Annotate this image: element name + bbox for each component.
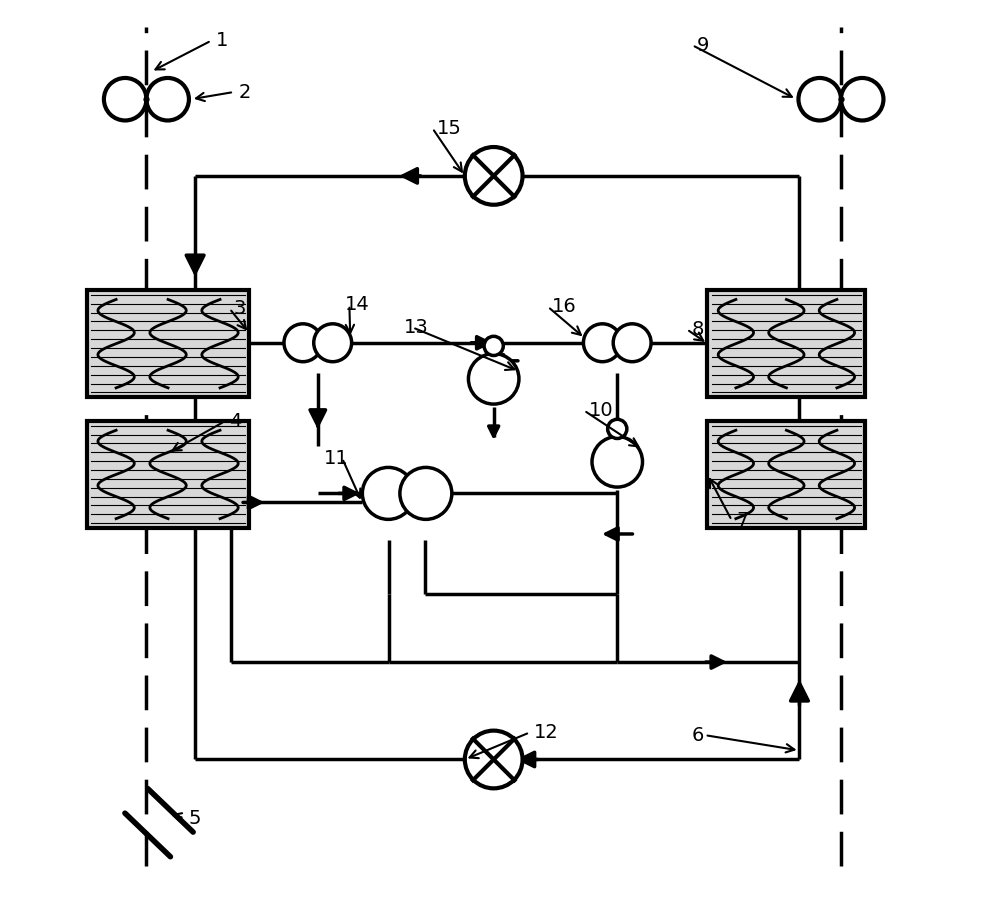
Text: 11: 11 <box>324 448 349 468</box>
Circle shape <box>362 467 414 520</box>
Circle shape <box>608 419 627 438</box>
Text: 4: 4 <box>229 411 242 431</box>
Text: 14: 14 <box>345 295 370 315</box>
Circle shape <box>592 437 643 487</box>
Circle shape <box>583 324 621 362</box>
Bar <box>87 421 249 528</box>
Text: 10: 10 <box>588 400 613 420</box>
Bar <box>87 290 249 397</box>
Circle shape <box>465 147 523 205</box>
Circle shape <box>484 336 503 355</box>
Circle shape <box>314 324 352 362</box>
Text: 8: 8 <box>691 319 704 339</box>
Text: 13: 13 <box>403 318 428 337</box>
Text: 7: 7 <box>736 511 749 530</box>
Text: 3: 3 <box>234 299 246 318</box>
Circle shape <box>400 467 452 520</box>
Text: 6: 6 <box>691 725 704 745</box>
Circle shape <box>284 324 322 362</box>
Circle shape <box>465 731 523 788</box>
Text: 9: 9 <box>697 35 709 55</box>
Bar <box>707 421 865 528</box>
Circle shape <box>468 354 519 404</box>
Bar <box>707 290 865 397</box>
Text: 5: 5 <box>189 808 201 828</box>
Text: 16: 16 <box>552 297 577 317</box>
Text: 12: 12 <box>534 723 559 742</box>
Text: 2: 2 <box>238 82 251 102</box>
Circle shape <box>613 324 651 362</box>
Text: 15: 15 <box>437 118 462 138</box>
Text: 1: 1 <box>216 31 228 51</box>
